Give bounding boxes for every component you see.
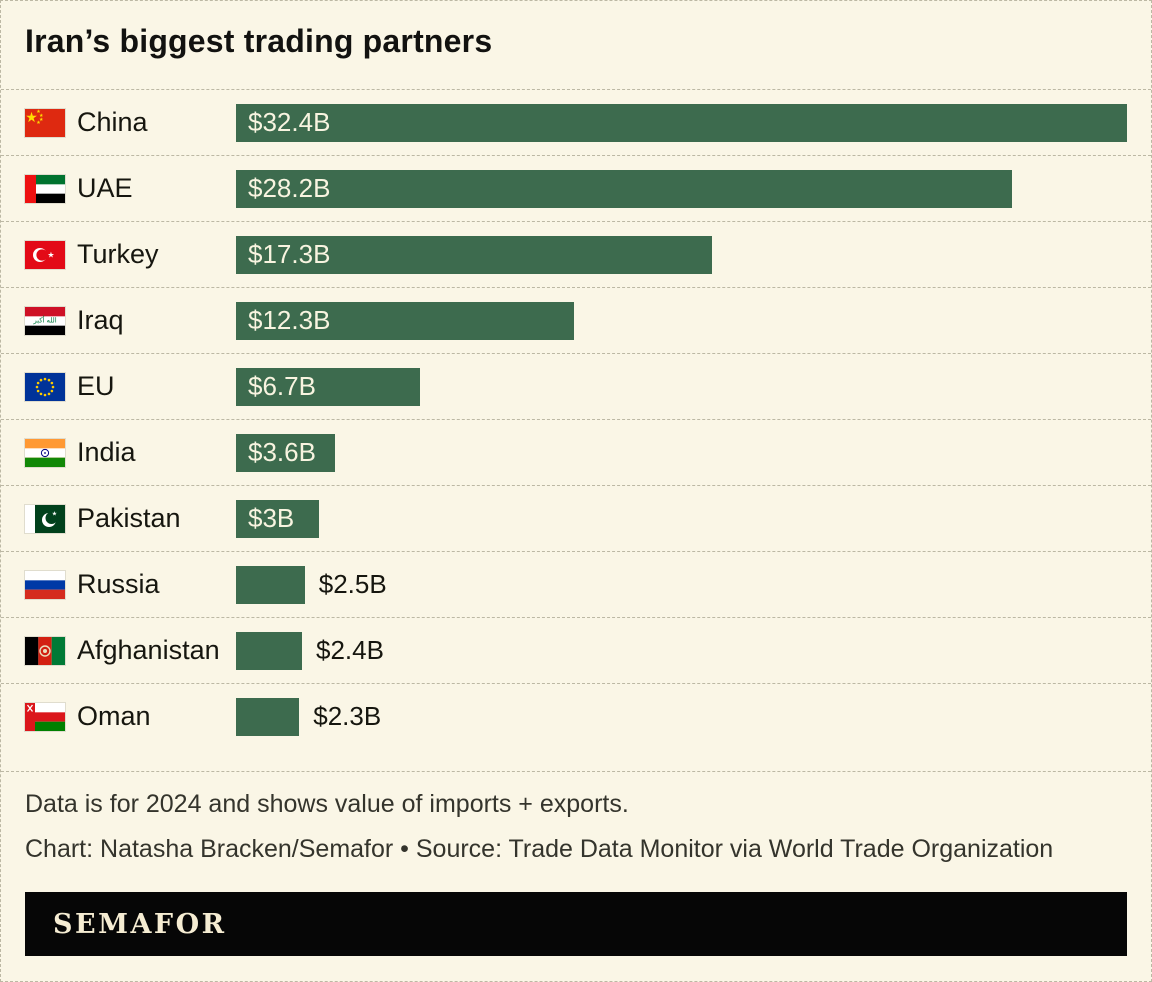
svg-text:★: ★ xyxy=(36,120,41,126)
country-label: EU xyxy=(77,371,115,401)
pakistan-flag-icon: ★ xyxy=(25,504,65,533)
uae-flag-icon xyxy=(25,174,65,203)
bar-track: $6.7B xyxy=(236,367,1127,406)
value-label: $3B xyxy=(248,503,295,533)
value-bar: $28.2B xyxy=(236,169,1012,208)
oman-flag-icon xyxy=(25,702,65,731)
bar-track: $2.5B xyxy=(236,565,1127,604)
value-bar xyxy=(236,565,305,604)
credit-line: Chart: Natasha Bracken/Semafor • Source:… xyxy=(25,835,1054,863)
value-bar: $17.3B xyxy=(236,235,712,274)
bar-track: $12.3B xyxy=(236,301,1127,340)
country-label: Turkey xyxy=(77,239,159,269)
value-label: $28.2B xyxy=(248,173,331,203)
value-bar xyxy=(236,697,300,736)
svg-text:★: ★ xyxy=(39,116,44,122)
chart-title: Iran’s biggest trading partners xyxy=(25,23,493,59)
chart-row: India $3.6B xyxy=(1,419,1151,485)
bar-track: $28.2B xyxy=(236,169,1127,208)
value-bar: $3.6B xyxy=(236,433,335,472)
afghanistan-flag-icon xyxy=(25,636,65,665)
value-label: $32.4B xyxy=(248,107,331,137)
iraq-flag-icon: الله أكبر xyxy=(25,306,65,335)
bar-track: $2.3B xyxy=(236,697,1127,736)
country-label: Iraq xyxy=(77,305,124,335)
semafor-logo-bar: SEMAFOR xyxy=(25,892,1127,956)
value-label: $6.7B xyxy=(248,371,316,401)
chart-row: Afghanistan $2.4B xyxy=(1,617,1151,683)
value-bar: $6.7B xyxy=(236,367,421,406)
eu-flag-icon xyxy=(25,372,65,401)
value-label: $2.5B xyxy=(318,569,387,599)
value-bar xyxy=(236,631,302,670)
country-label: UAE xyxy=(77,173,133,203)
value-label: $2.4B xyxy=(316,635,384,665)
bar-track: $3B xyxy=(236,499,1127,538)
chart-row: Oman $2.3B xyxy=(1,683,1151,749)
value-label: $3.6B xyxy=(248,437,316,467)
svg-text:الله أكبر: الله أكبر xyxy=(32,314,56,324)
chart-rows: ★ ★ ★ ★ ★ China $32.4B UAE $28.2B ★ Turkey $17.3B ال… xyxy=(1,89,1151,771)
bar-track: $32.4B xyxy=(236,103,1127,142)
chart-row: UAE $28.2B xyxy=(1,155,1151,221)
svg-text:★: ★ xyxy=(52,510,57,517)
country-label: China xyxy=(77,107,148,137)
india-flag-icon xyxy=(25,438,65,467)
svg-text:★: ★ xyxy=(47,250,54,259)
value-bar: $32.4B xyxy=(236,103,1127,142)
svg-text:★: ★ xyxy=(25,109,38,125)
semafor-logo: SEMAFOR xyxy=(53,908,227,940)
bar-track: $17.3B xyxy=(236,235,1127,274)
svg-text:★: ★ xyxy=(39,112,44,118)
chart-row: Russia $2.5B xyxy=(1,551,1151,617)
china-flag-icon: ★ ★ ★ ★ ★ xyxy=(25,108,65,137)
value-label: $12.3B xyxy=(248,305,331,335)
bar-track: $2.4B xyxy=(236,631,1127,670)
chart-row: ★ Turkey $17.3B xyxy=(1,221,1151,287)
chart-row: الله أكبر Iraq $12.3B xyxy=(1,287,1151,353)
bar-track: $3.6B xyxy=(236,433,1127,472)
chart-header: Iran’s biggest trading partners xyxy=(1,1,1151,89)
country-label: Oman xyxy=(77,701,151,731)
svg-text:★: ★ xyxy=(36,109,41,115)
chart-footer: Data is for 2024 and shows value of impo… xyxy=(1,771,1151,864)
value-bar: $3B xyxy=(236,499,319,538)
footnote: Data is for 2024 and shows value of impo… xyxy=(25,790,629,818)
country-label: Pakistan xyxy=(77,503,181,533)
value-label: $2.3B xyxy=(313,701,382,731)
chart-row: ★ Pakistan $3B xyxy=(1,485,1151,551)
russia-flag-icon xyxy=(25,570,65,599)
country-label: Afghanistan xyxy=(77,635,220,665)
country-label: India xyxy=(77,437,136,467)
turkey-flag-icon: ★ xyxy=(25,240,65,269)
value-bar: $12.3B xyxy=(236,301,575,340)
value-label: $17.3B xyxy=(248,239,331,269)
chart-row: ★ ★ ★ ★ ★ China $32.4B xyxy=(1,89,1151,155)
chart-row: EU $6.7B xyxy=(1,353,1151,419)
country-label: Russia xyxy=(77,569,160,599)
